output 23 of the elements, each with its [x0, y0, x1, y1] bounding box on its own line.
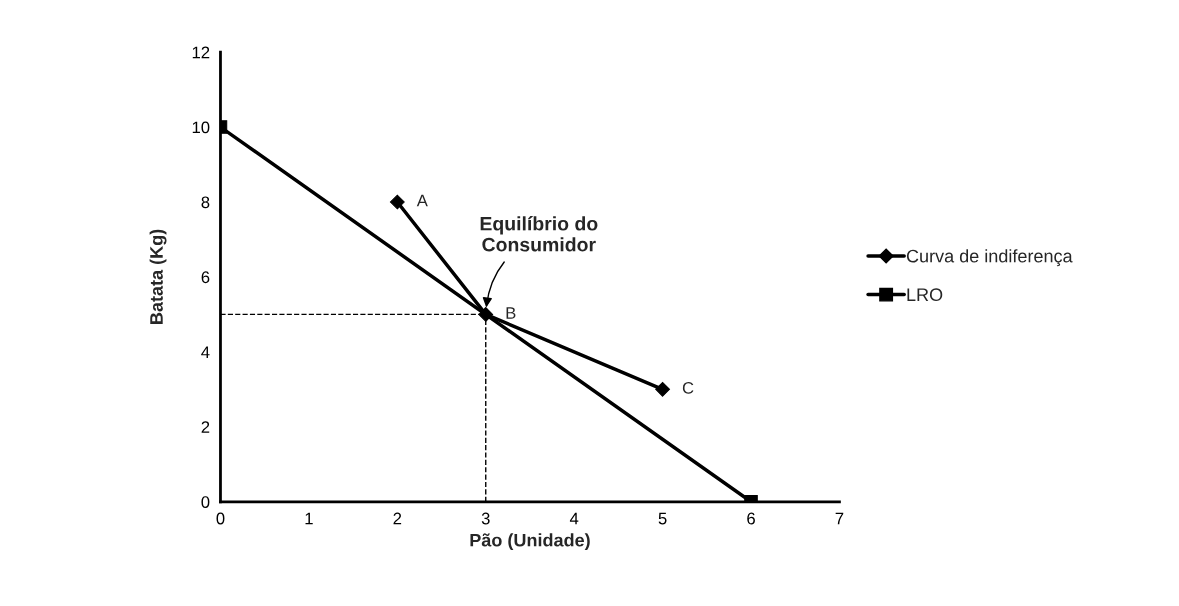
annotation: C — [682, 382, 694, 394]
legend-label: LRO — [907, 288, 943, 302]
y-tick-label: 4 — [201, 346, 210, 358]
x-tick-label: 7 — [835, 512, 844, 525]
y-tick-label: 12 — [192, 46, 210, 59]
legend-label: Curva de indiferença — [906, 249, 1073, 267]
x-tick-label: 6 — [747, 512, 755, 525]
y-tick-label: 0 — [201, 496, 210, 508]
x-tick-label: 5 — [658, 512, 667, 525]
annotation: A — [416, 194, 428, 207]
x-tick-label: 2 — [393, 512, 402, 525]
x-tick-label: 4 — [569, 512, 579, 525]
y-tick-label: 8 — [201, 196, 210, 209]
y-tick-label: 2 — [201, 421, 210, 433]
y-axis-title: Batata (Kg) — [149, 229, 167, 324]
annotation: Equilíbrio do Consumidor — [480, 216, 598, 252]
y-tick-label: 10 — [192, 121, 210, 134]
x-tick-label: 1 — [305, 512, 313, 525]
x-axis-title: Pão (Unidade) — [470, 533, 590, 551]
x-tick-label: 0 — [216, 512, 225, 525]
x-tick-label: 3 — [481, 512, 490, 525]
annotation: B — [506, 307, 516, 319]
y-tick-label: 6 — [201, 271, 210, 284]
